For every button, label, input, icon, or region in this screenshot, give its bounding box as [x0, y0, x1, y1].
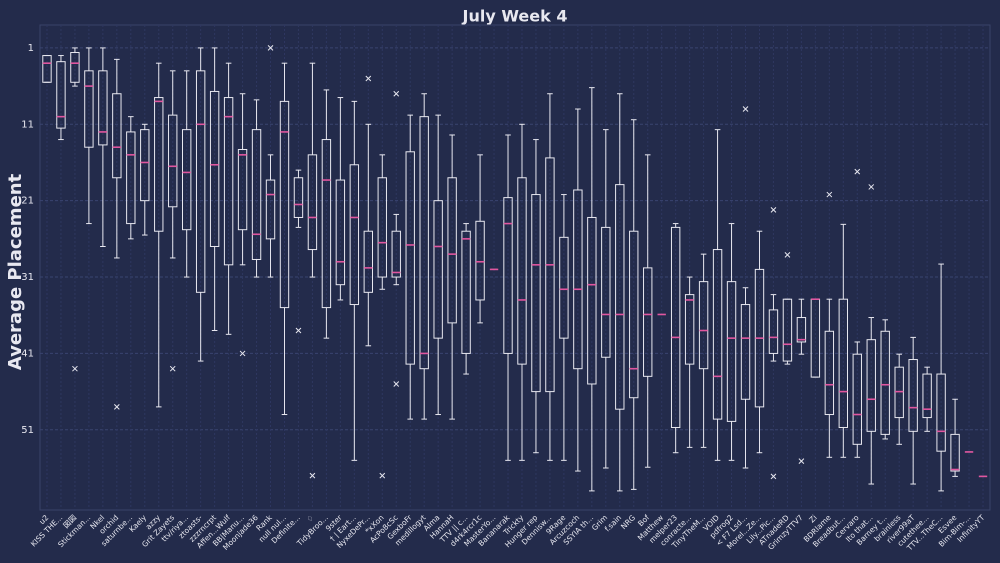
y-tick-label: 31 [21, 272, 34, 283]
box [782, 298, 793, 362]
box [182, 129, 192, 231]
box [279, 100, 290, 309]
box [503, 197, 513, 354]
box [922, 373, 932, 419]
box [475, 220, 485, 301]
outlier [770, 473, 777, 480]
outlier [393, 90, 400, 97]
box [223, 97, 234, 266]
box [349, 164, 360, 306]
box [363, 230, 373, 293]
box [126, 131, 136, 225]
box [712, 249, 723, 420]
outlier [854, 168, 861, 175]
box [433, 200, 443, 339]
outlier [267, 45, 274, 51]
box [405, 151, 415, 365]
box [335, 179, 346, 286]
box [321, 139, 332, 309]
box [112, 93, 122, 179]
box [251, 129, 262, 260]
plot-frame [39, 24, 991, 511]
outlier [393, 381, 400, 387]
box [740, 304, 751, 400]
box [56, 61, 66, 129]
box [866, 339, 876, 432]
box [950, 433, 960, 472]
y-tick-label: 51 [21, 425, 34, 436]
y-tick-label: 41 [21, 348, 34, 359]
box [42, 55, 52, 83]
outlier [365, 75, 372, 82]
box [629, 230, 639, 399]
outlier [742, 106, 749, 112]
box [838, 298, 849, 429]
box [461, 230, 471, 354]
box [936, 373, 946, 452]
box [573, 189, 583, 370]
outlier [309, 472, 316, 479]
box [70, 51, 80, 83]
outlier [770, 206, 777, 213]
outlier [379, 472, 386, 479]
box [601, 226, 611, 358]
y-axis-label: Average Placement [5, 173, 26, 370]
outlier [72, 365, 78, 372]
box [768, 309, 779, 354]
box [419, 116, 429, 370]
box [852, 353, 862, 445]
box [293, 177, 304, 218]
box [447, 177, 457, 324]
box [726, 281, 737, 422]
box [824, 330, 835, 416]
y-tick-label: 11 [21, 119, 34, 130]
box [307, 154, 318, 251]
x-tick-label: ♢ [305, 513, 316, 524]
box [545, 157, 555, 393]
outlier [826, 191, 833, 198]
box [531, 194, 541, 393]
x-tick-label: Zi [807, 513, 818, 524]
box [684, 294, 695, 365]
outlier [868, 184, 875, 190]
box [237, 148, 248, 231]
box [587, 216, 597, 385]
box [98, 70, 108, 146]
y-tick-label: 1 [28, 43, 34, 54]
box [140, 129, 150, 202]
chart-title: July Week 4 [462, 7, 568, 26]
y-tick-label: 21 [21, 196, 34, 207]
box [209, 90, 220, 247]
box [698, 281, 709, 370]
box [908, 359, 918, 432]
outlier [295, 327, 302, 334]
outlier [239, 350, 246, 357]
box [265, 179, 276, 240]
outlier [113, 404, 120, 410]
box [377, 177, 387, 278]
box [154, 97, 164, 232]
box [391, 230, 401, 278]
box [615, 184, 625, 410]
outlier [798, 458, 805, 464]
box [559, 236, 569, 339]
box [880, 330, 890, 435]
box [195, 70, 206, 293]
outlier [169, 365, 176, 372]
box [796, 317, 807, 343]
box [670, 226, 681, 429]
box [168, 114, 178, 208]
box [84, 70, 94, 148]
box [643, 267, 653, 377]
box [517, 177, 527, 365]
outlier [784, 252, 791, 258]
